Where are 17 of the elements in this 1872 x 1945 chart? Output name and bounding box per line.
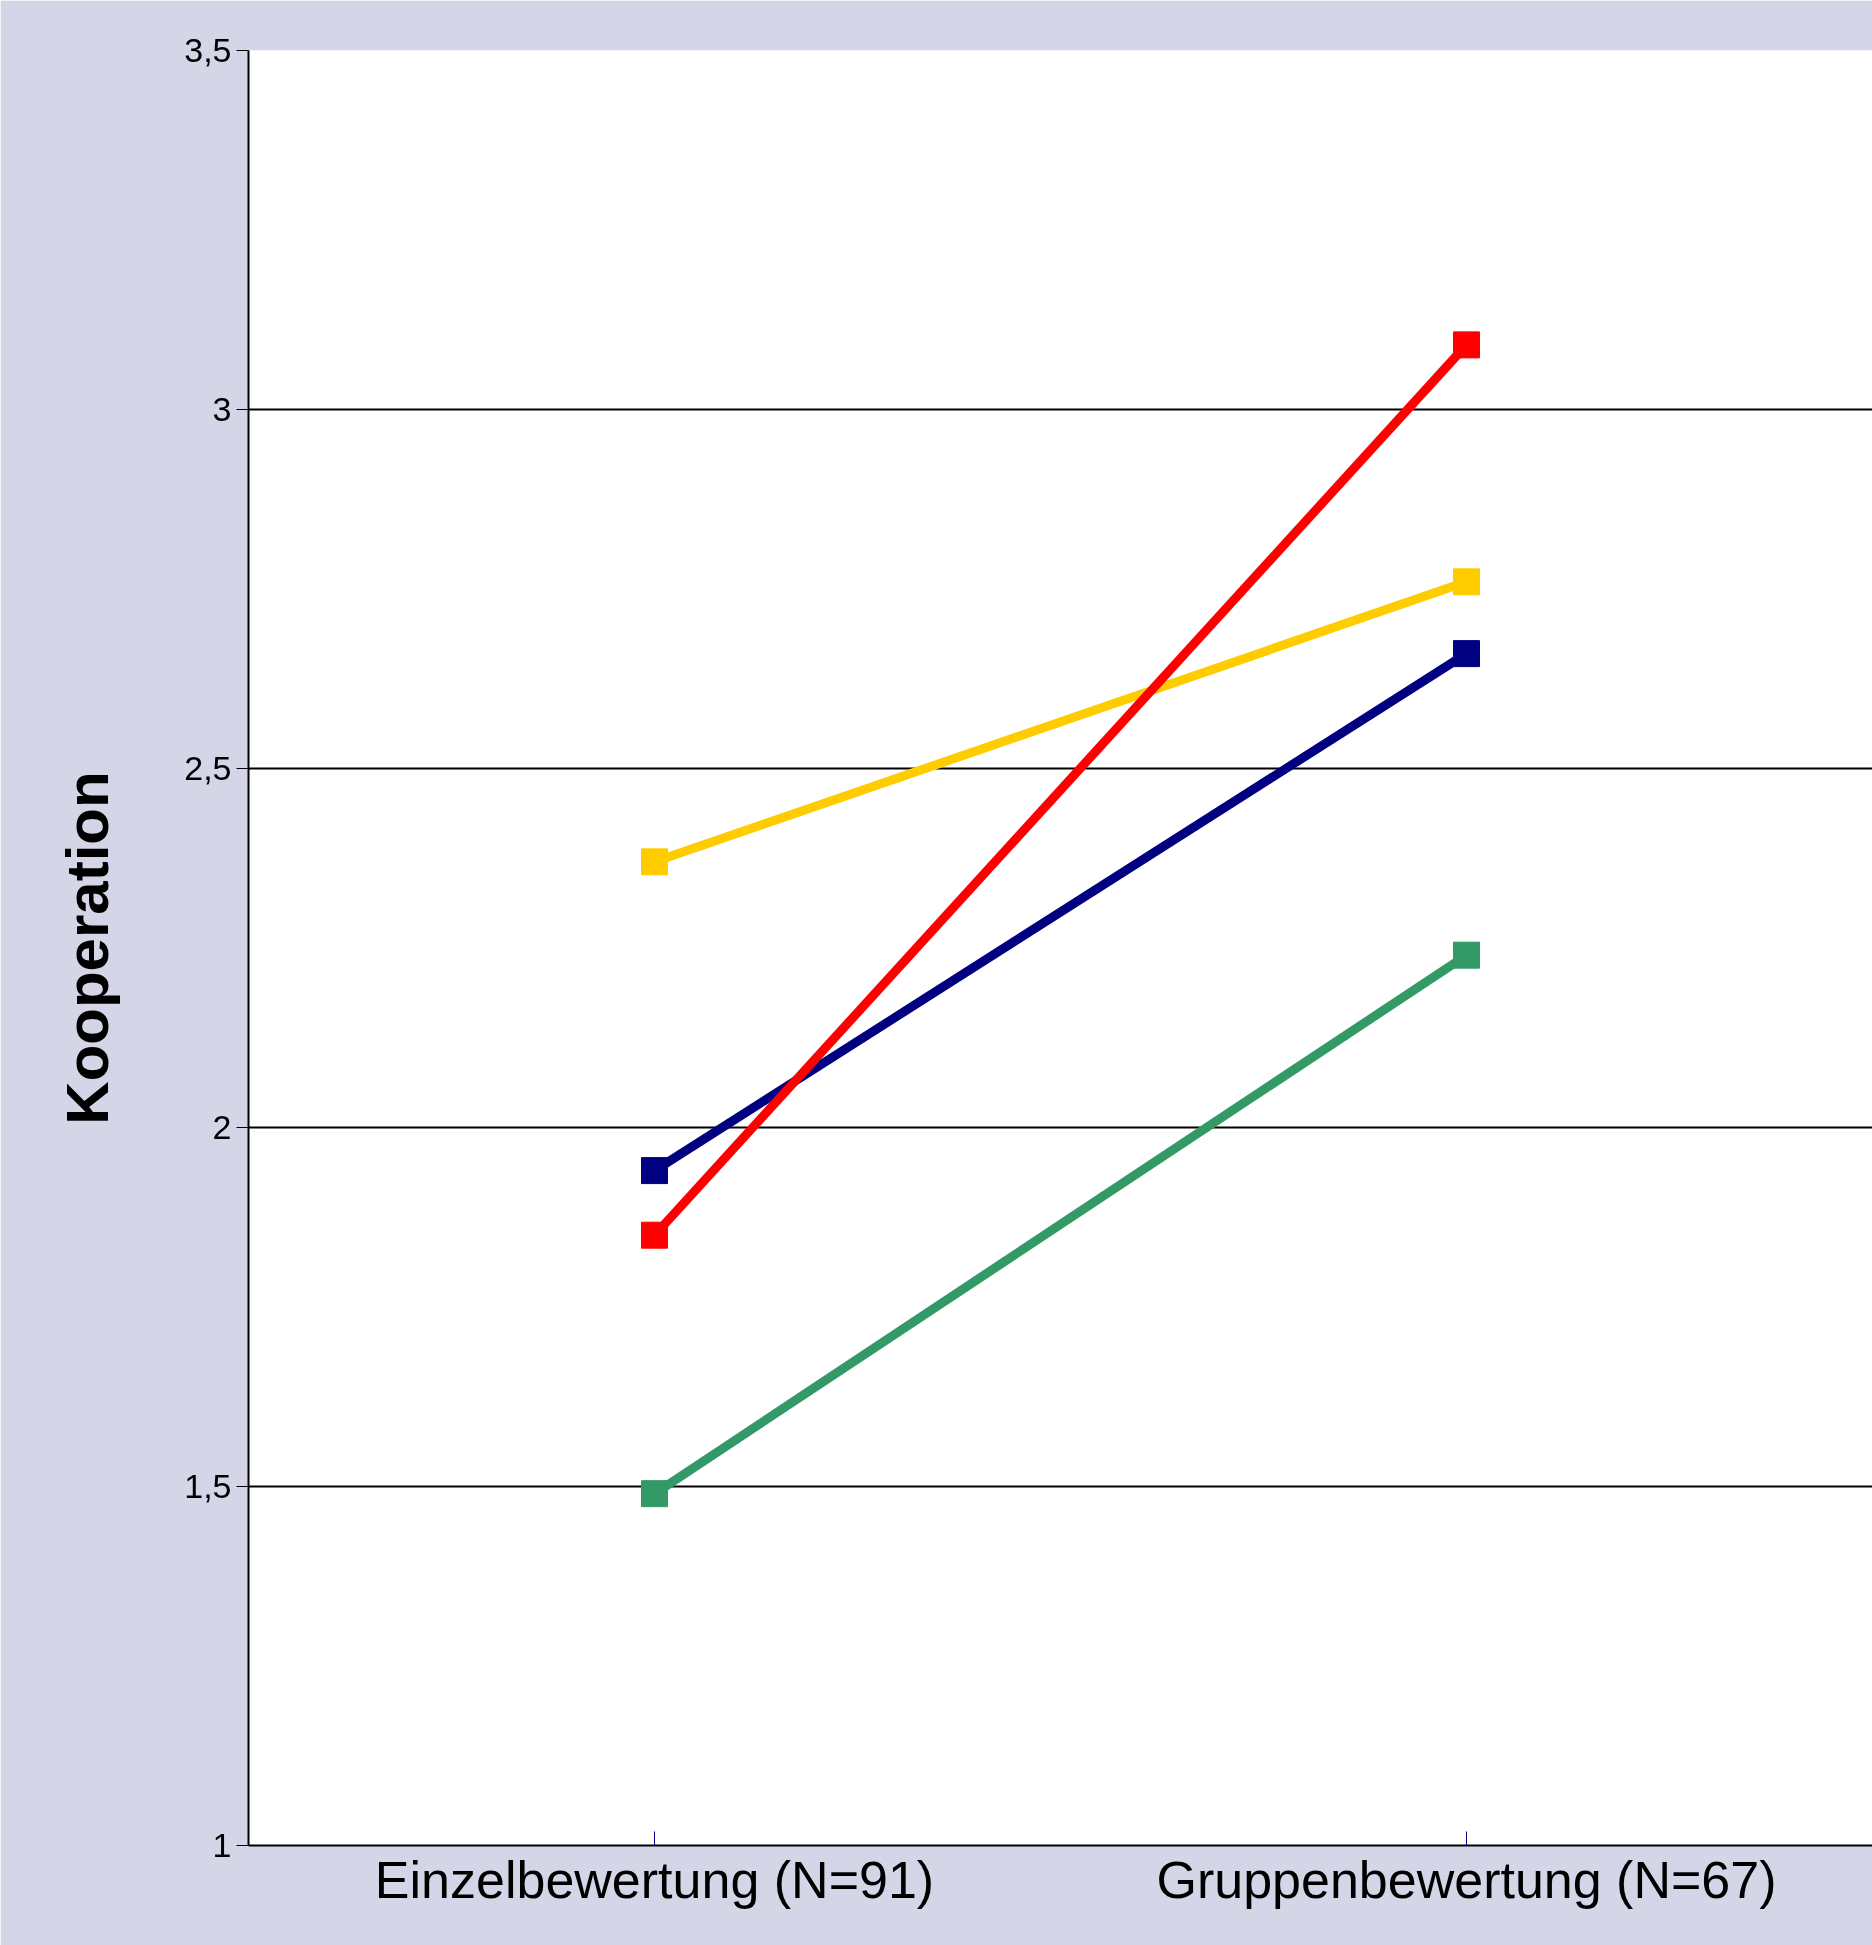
y-tick-label: 2,5 xyxy=(184,749,232,787)
x-tick-label: Einzelbewertung (N=91) xyxy=(374,1850,935,1909)
point xyxy=(1453,568,1480,596)
y-tick-label: 2 xyxy=(212,1108,232,1146)
point xyxy=(641,1480,668,1508)
point xyxy=(641,848,668,876)
point xyxy=(641,1157,668,1185)
y-axis-title: Kooperation xyxy=(54,771,122,1125)
point xyxy=(1453,331,1480,359)
y-tick-label: 1 xyxy=(212,1826,232,1864)
point xyxy=(1453,640,1480,668)
point xyxy=(1453,941,1480,969)
y-tick-label: 1,5 xyxy=(184,1467,232,1505)
point xyxy=(641,1221,668,1249)
y-tick-label: 3 xyxy=(212,390,232,428)
x-tick-label: Gruppenbewertung (N=67) xyxy=(1156,1850,1777,1909)
y-tick-label: 3,5 xyxy=(184,31,232,69)
